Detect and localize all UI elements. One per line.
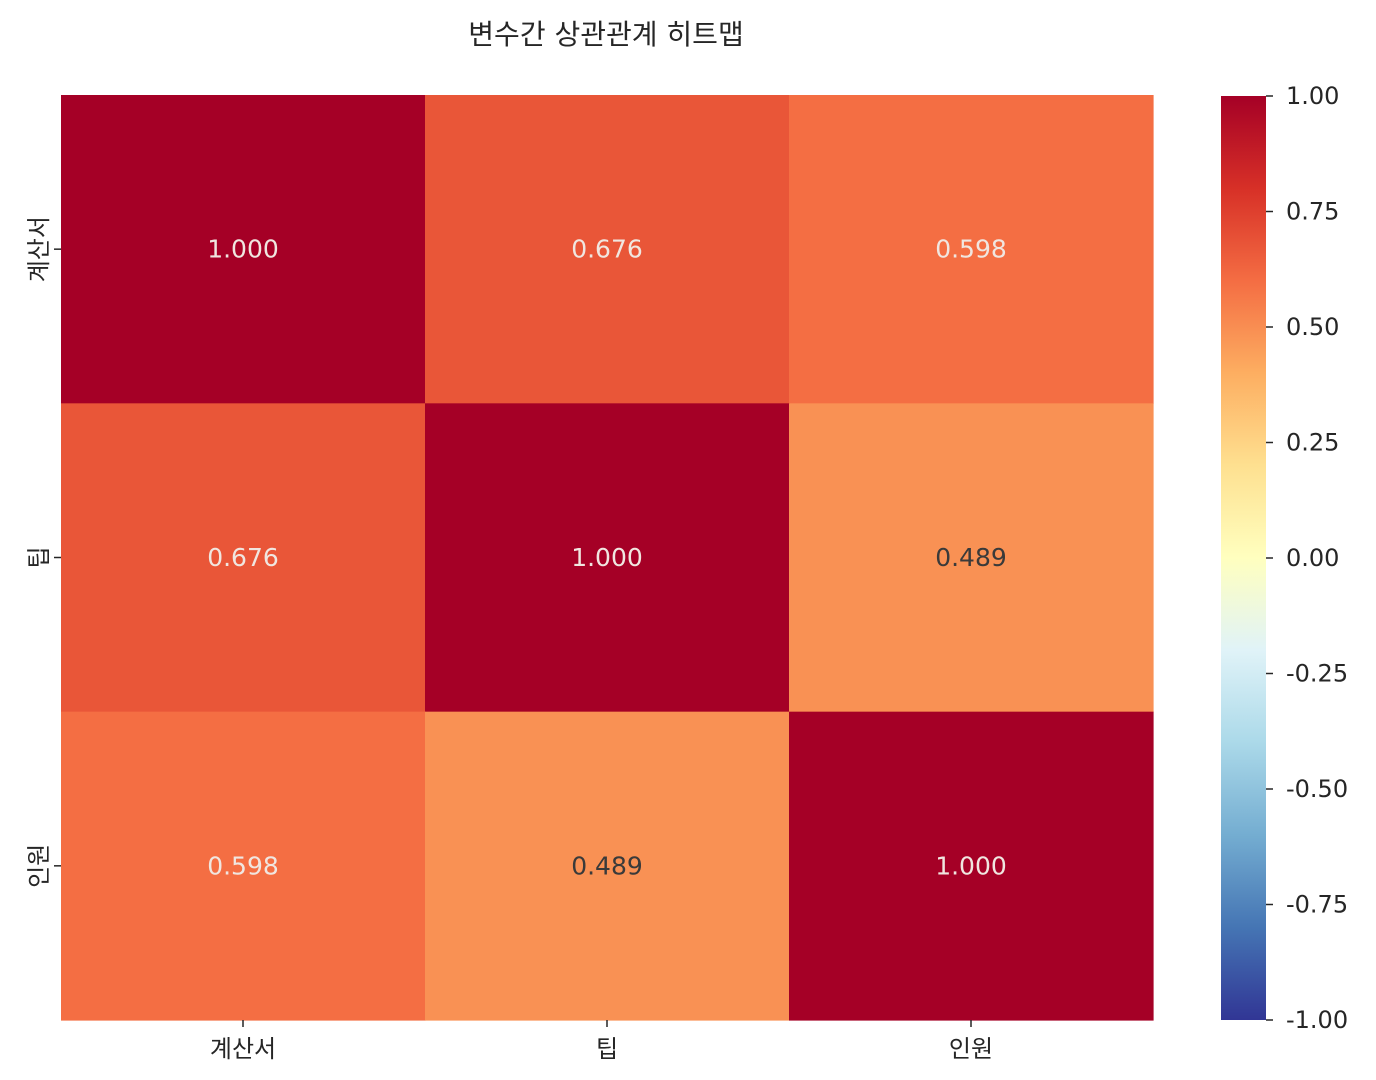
heatmap-cell bbox=[425, 403, 790, 713]
x-axis-ticks: 계산서 팁 인원 bbox=[210, 1020, 993, 1063]
cell-value-label: 0.598 bbox=[935, 235, 1007, 264]
y-tick-label: 계산서 bbox=[25, 216, 53, 282]
heatmap-cells bbox=[61, 95, 1154, 1021]
heatmap-cell bbox=[425, 711, 790, 1021]
heatmap-cell bbox=[61, 711, 426, 1021]
y-tick-label: 팁 bbox=[25, 546, 53, 568]
colorbar bbox=[1221, 96, 1266, 1020]
colorbar-tick-label: -0.50 bbox=[1286, 775, 1348, 803]
cell-value-label: 1.000 bbox=[935, 851, 1007, 880]
heatmap-cell bbox=[61, 95, 426, 404]
cell-value-label: 0.489 bbox=[571, 851, 643, 880]
colorbar-tick-label: 0.25 bbox=[1286, 429, 1339, 457]
cell-value-label: 0.676 bbox=[207, 543, 279, 572]
colorbar-tick-label: 0.75 bbox=[1286, 198, 1339, 226]
heatmap-cell bbox=[789, 403, 1154, 713]
colorbar-tick-label: -0.75 bbox=[1286, 891, 1348, 919]
heatmap-cell bbox=[61, 403, 426, 713]
colorbar-tick-label: -0.25 bbox=[1286, 660, 1348, 688]
colorbar-tick-label: 0.50 bbox=[1286, 313, 1339, 341]
heatmap-cell bbox=[789, 711, 1154, 1021]
colorbar-tick-label: 0.00 bbox=[1286, 544, 1339, 572]
x-tick-label: 계산서 bbox=[210, 1035, 276, 1063]
cell-value-label: 1.000 bbox=[571, 543, 643, 572]
colorbar-ticks: 1.00 0.75 0.50 0.25 0.00 -0.25 -0.50 -0.75 -1.00 bbox=[1266, 82, 1348, 1034]
heatmap-cell bbox=[425, 95, 790, 404]
cell-value-label: 0.598 bbox=[207, 851, 279, 880]
colorbar-tick-label: 1.00 bbox=[1286, 82, 1339, 110]
heatmap-cell bbox=[789, 95, 1154, 404]
colorbar-tick-label: -1.00 bbox=[1286, 1006, 1348, 1034]
x-tick-label: 팁 bbox=[596, 1035, 618, 1063]
cell-value-label: 1.000 bbox=[207, 235, 279, 264]
cell-value-label: 0.489 bbox=[935, 543, 1007, 572]
x-tick-label: 인원 bbox=[949, 1035, 993, 1063]
cell-value-label: 0.676 bbox=[571, 235, 643, 264]
chart-title: 변수간 상관관계 히트맵 bbox=[468, 18, 743, 51]
y-tick-label: 인원 bbox=[25, 844, 53, 888]
cell-annotations: 1.000 0.676 0.598 0.676 1.000 0.489 0.598 0.489… bbox=[207, 235, 1007, 881]
